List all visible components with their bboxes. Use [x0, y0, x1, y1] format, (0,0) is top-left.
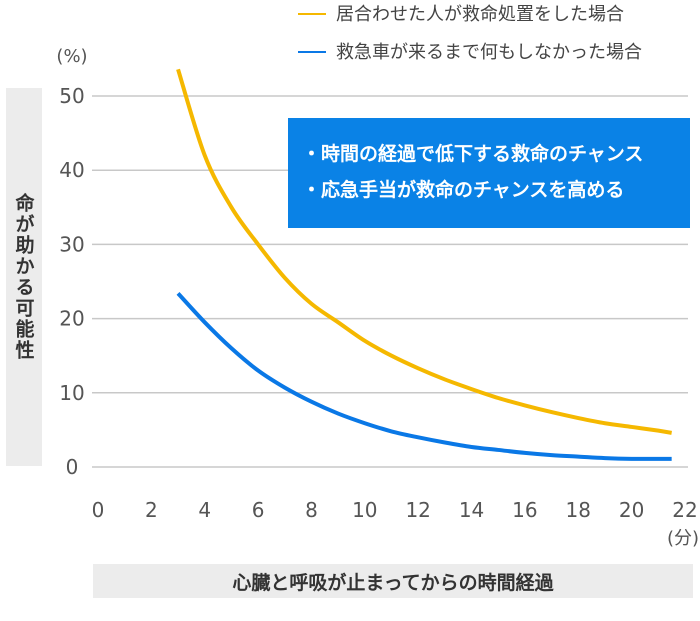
- series-lines: [176, 68, 672, 461]
- x-tick-label: 8: [305, 498, 318, 522]
- series-line-1: [176, 68, 672, 435]
- y-tick-label: 10: [59, 381, 84, 405]
- y-tick-label: 50: [59, 84, 84, 108]
- x-axis-label: 心臓と呼吸が止まってからの時間経過: [232, 571, 554, 594]
- annotation-line-2: ・応急手当が救命のチャンスを高める: [302, 179, 625, 201]
- x-tick-label: 2: [145, 498, 158, 522]
- y-tick-label: 30: [59, 232, 84, 256]
- x-tick-label: 20: [619, 498, 644, 522]
- y-axis-ticks: 0 10 20 30 40 50: [59, 84, 84, 479]
- x-tick-label: 12: [405, 498, 430, 522]
- y-axis-label-box: 命が助かる可能性: [6, 88, 42, 466]
- x-tick-label: 6: [252, 498, 265, 522]
- x-axis-ticks: 0 2 4 6 8 10 12 14 16 18 20 22: [92, 498, 698, 522]
- x-axis-label-box: 心臓と呼吸が止まってからの時間経過: [93, 564, 693, 598]
- y-tick-label: 20: [59, 307, 84, 331]
- x-tick-label: 4: [198, 498, 211, 522]
- x-tick-label: 14: [459, 498, 484, 522]
- legend-label-1: 居合わせた人が救命処置をした場合: [336, 4, 624, 25]
- annotation-line-1: ・時間の経過で低下する救命のチャンス: [302, 143, 644, 165]
- y-tick-label: 0: [66, 455, 79, 479]
- y-unit-label: (%): [56, 46, 87, 67]
- series-line-2: [176, 292, 672, 461]
- x-tick-label: 22: [672, 498, 697, 522]
- x-tick-label: 16: [512, 498, 537, 522]
- x-tick-label: 10: [352, 498, 377, 522]
- legend-label-2: 救急車が来るまで何もしなかった場合: [336, 42, 642, 63]
- y-axis-label: 命が助かる可能性: [12, 193, 35, 361]
- y-tick-label: 40: [59, 158, 84, 182]
- x-tick-label: 0: [92, 498, 105, 522]
- x-unit-label: (分): [667, 528, 699, 549]
- x-tick-label: 18: [566, 498, 591, 522]
- annotation-callout: ・時間の経過で低下する救命のチャンス ・応急手当が救命のチャンスを高める: [288, 118, 690, 228]
